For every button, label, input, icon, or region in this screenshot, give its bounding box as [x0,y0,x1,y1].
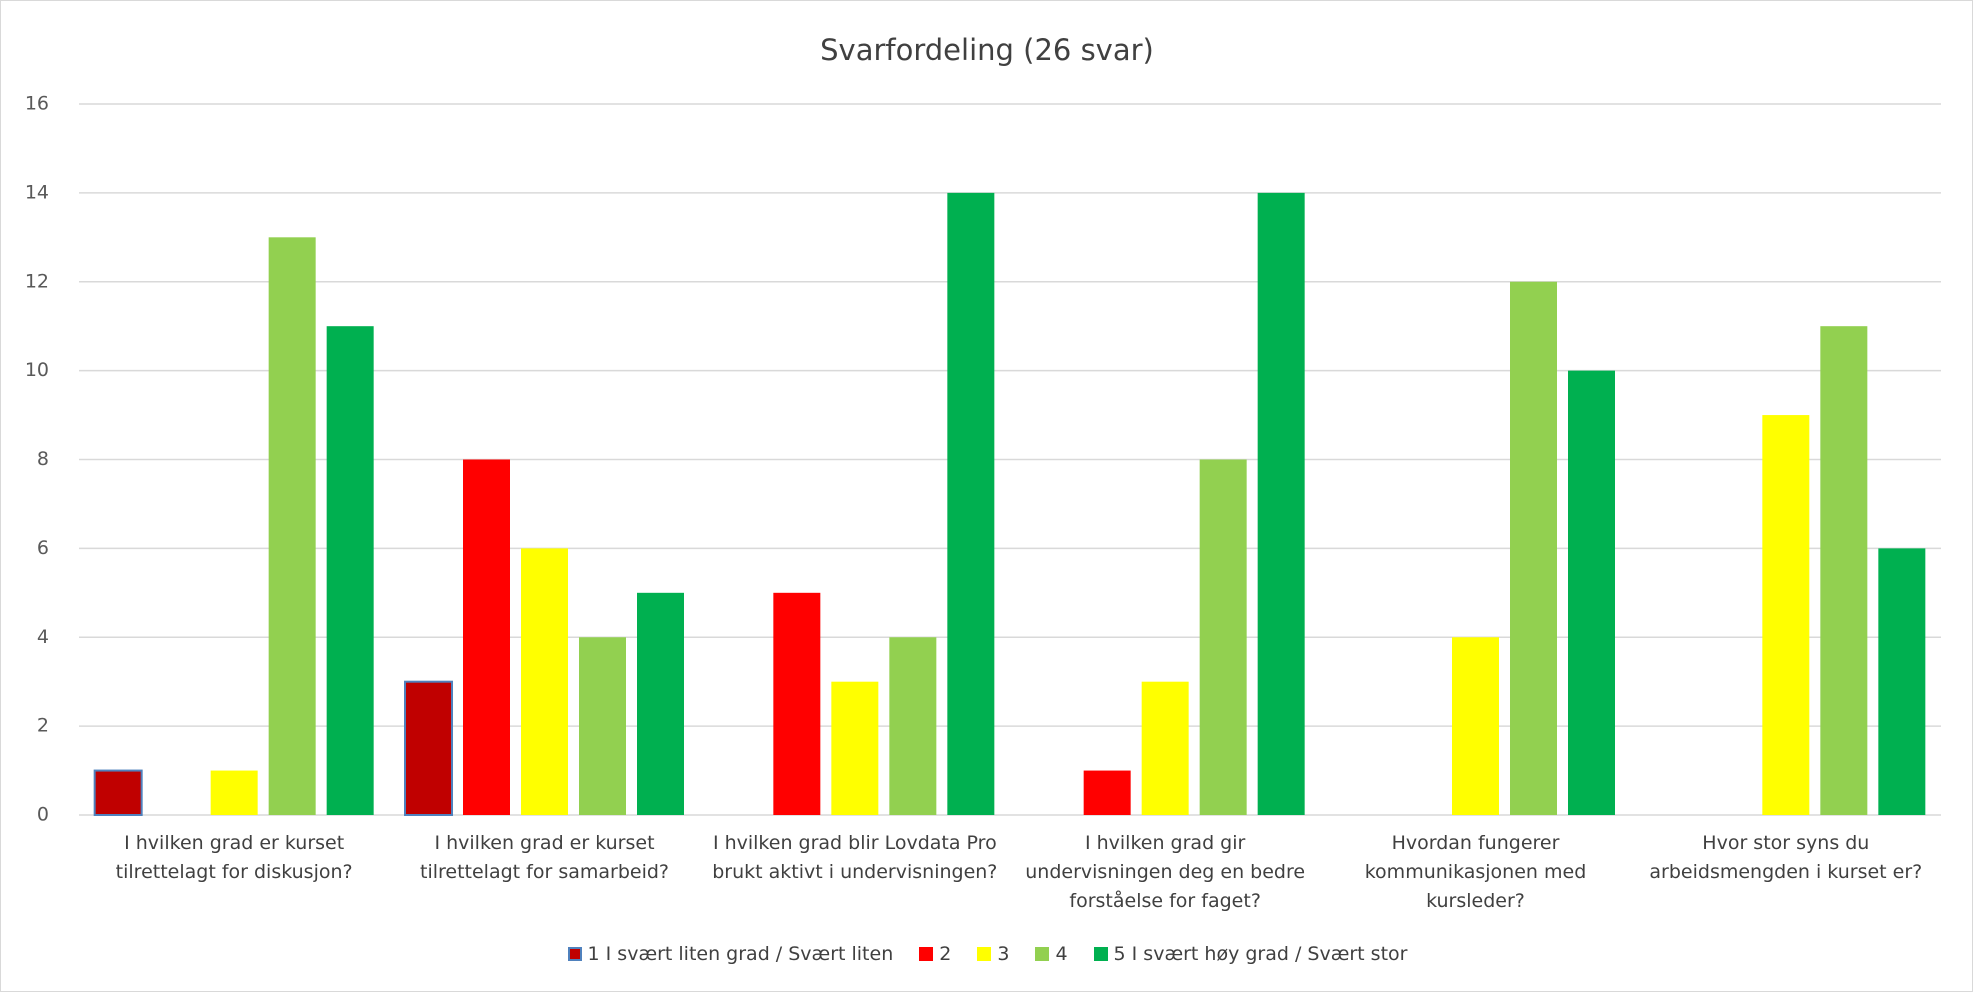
bar [1820,326,1868,815]
legend-label: 5 I svært høy grad / Svært stor [1113,943,1408,965]
bar [1199,459,1247,815]
bar [326,326,374,815]
legend-label: 1 I svært liten grad / Svært liten [587,943,894,965]
y-tick-label: 16 [25,93,49,115]
chart-title: Svarfordeling (26 svar) [820,33,1154,67]
bar [773,592,821,815]
y-tick-label: 4 [37,626,49,648]
legend-label: 4 [1055,943,1068,965]
legend-item: 5 I svært høy grad / Svært stor [1093,943,1408,965]
legend-swatch [567,947,582,961]
legend-swatch [977,947,992,961]
x-tick-label: I hvilken grad gir undervisningen deg en… [1025,832,1306,912]
bar [521,548,568,815]
legend-swatch [919,947,934,961]
bar [404,680,453,816]
y-tick-label: 0 [37,804,49,826]
bar [947,192,995,815]
legend-swatch [1035,947,1050,961]
legend-item: 4 [1035,943,1068,965]
bar [268,237,316,815]
x-tick-label: I hvilken grad blir Lovdata Pro brukt ak… [712,832,998,883]
bar [1257,192,1305,815]
bar [210,770,258,815]
y-tick-label: 12 [25,270,49,292]
bar [463,459,510,815]
legend-item: 3 [977,943,1009,965]
legend-label: 3 [997,943,1010,965]
legend: 1 I svært liten grad / Svært liten 2 3 4 5 I… [1,943,1974,965]
y-tick-label: 6 [37,537,49,559]
y-tick-label: 10 [25,359,49,381]
bar [831,681,879,815]
bar [1083,770,1131,815]
x-tick-label: I hvilken grad er kurset tilrettelagt fo… [115,832,353,883]
bar [579,637,626,815]
legend-item: 2 [919,943,951,965]
bar [1568,370,1615,815]
bar [1510,281,1557,815]
x-tick-label: Hvor stor syns du arbeidsmengden i kurse… [1649,832,1923,883]
y-tick-label: 2 [37,715,49,737]
legend-label: 2 [939,943,952,965]
bar [889,637,937,815]
x-tick-label: Hvordan fungerer kommunikasjonen med kur… [1364,832,1587,912]
y-tick-label: 14 [25,181,49,203]
bar [1452,637,1499,815]
bar [637,592,684,815]
y-tick-label: 8 [37,448,49,470]
bar [1141,681,1189,815]
bar [93,769,143,816]
bar [1878,548,1926,815]
legend-swatch [1093,947,1108,961]
legend-item: 1 I svært liten grad / Svært liten [567,943,894,965]
x-tick-label: I hvilken grad er kurset tilrettelagt fo… [420,832,669,883]
bar [1762,415,1810,815]
